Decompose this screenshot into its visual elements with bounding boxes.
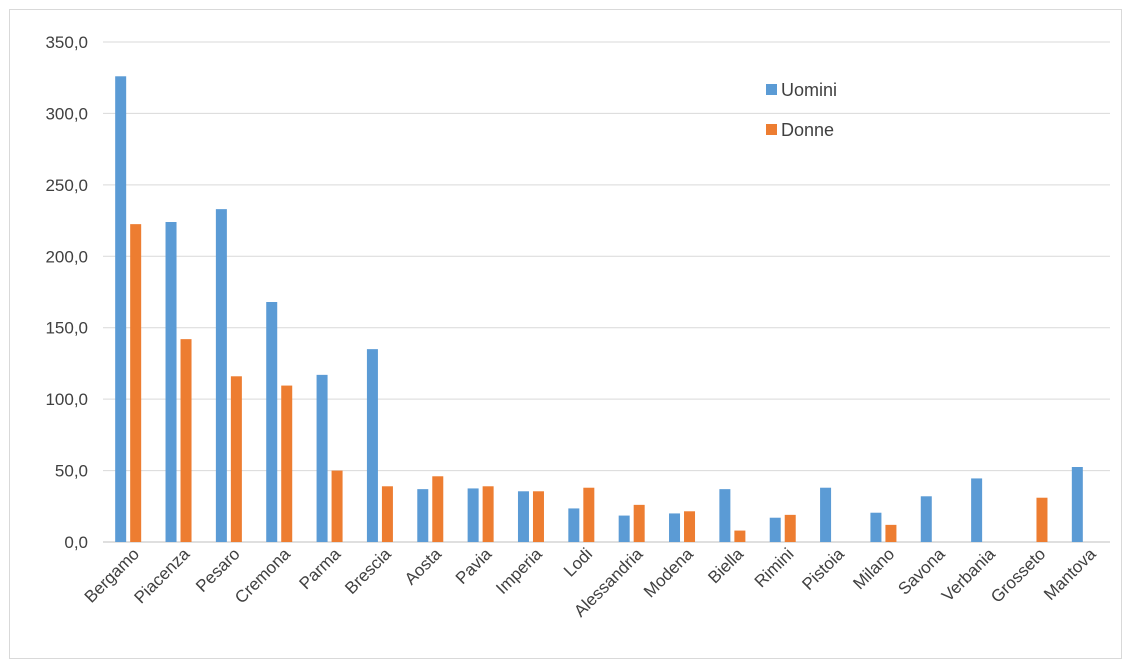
bar-uomini-lodi xyxy=(568,508,580,542)
y-tick-label: 150,0 xyxy=(45,319,88,338)
bar-donne-aosta xyxy=(432,476,444,542)
y-tick-label: 250,0 xyxy=(45,176,88,195)
bar-donne-biella xyxy=(734,530,746,542)
x-tick-label: Piacenza xyxy=(130,544,193,607)
x-tick-label: Cremona xyxy=(231,544,294,607)
bar-donne-modena xyxy=(684,511,696,542)
bar-donne-alessandria xyxy=(633,504,645,542)
bar-uomini-pesaro xyxy=(215,209,227,542)
bar-uomini-pavia xyxy=(467,488,479,542)
bar-donne-cremona xyxy=(281,385,293,542)
bar-uomini-imperia xyxy=(517,491,529,542)
bar-donne-grosseto xyxy=(1036,497,1048,542)
legend-label-donne: Donne xyxy=(781,120,834,140)
x-tick-label: Biella xyxy=(704,544,747,587)
y-tick-label: 350,0 xyxy=(45,33,88,52)
bar-uomini-savona xyxy=(920,496,932,542)
bar-uomini-parma xyxy=(316,374,328,542)
bar-uomini-cremona xyxy=(266,302,278,542)
x-tick-label: Mantova xyxy=(1040,544,1100,604)
y-tick-label: 0,0 xyxy=(64,533,88,552)
bar-donne-brescia xyxy=(381,486,393,542)
bars xyxy=(115,76,1083,543)
gridlines xyxy=(103,41,1110,543)
bar-uomini-pistoia xyxy=(820,487,832,542)
bar-uomini-bergamo xyxy=(115,76,127,543)
x-tick-label: Modena xyxy=(640,544,697,601)
x-tick-label: Brescia xyxy=(341,544,395,598)
bar-donne-rimini xyxy=(784,514,796,542)
x-tick-label: Milano xyxy=(849,544,898,593)
legend-label-uomini: Uomini xyxy=(781,80,837,100)
x-tick-label: Pistoia xyxy=(798,544,848,594)
x-tick-label: Grosseto xyxy=(987,544,1049,606)
x-tick-label: Rimini xyxy=(751,544,798,591)
bar-uomini-verbania xyxy=(971,478,983,542)
bar-donne-pesaro xyxy=(230,376,242,542)
y-axis-ticks: 0,0 50,0 100,0 150,0 200,0 250,0 300,0 350,0 xyxy=(45,33,88,552)
legend-swatch-uomini xyxy=(766,84,777,95)
bar-uomini-milano xyxy=(870,512,882,542)
y-tick-label: 50,0 xyxy=(55,462,88,481)
bar-donne-parma xyxy=(331,470,343,542)
bar-donne-piacenza xyxy=(180,339,192,542)
bar-uomini-biella xyxy=(719,489,731,542)
bar-uomini-rimini xyxy=(769,517,781,542)
y-tick-label: 100,0 xyxy=(45,390,88,409)
x-tick-label: Lodi xyxy=(560,544,596,580)
bar-uomini-aosta xyxy=(417,489,429,542)
bar-chart: 0,0 50,0 100,0 150,0 200,0 250,0 300,0 350,0 Be… xyxy=(45,33,1110,621)
bar-donne-lodi xyxy=(583,487,595,542)
bar-uomini-modena xyxy=(669,513,681,542)
bar-uomini-piacenza xyxy=(165,222,177,542)
bar-uomini-alessandria xyxy=(618,515,630,542)
x-tick-label: Parma xyxy=(296,544,345,593)
y-tick-label: 300,0 xyxy=(45,104,88,123)
bar-uomini-mantova xyxy=(1071,467,1083,542)
bar-donne-imperia xyxy=(532,491,544,542)
x-tick-label: Aosta xyxy=(401,544,446,589)
y-tick-label: 200,0 xyxy=(45,247,88,266)
bar-donne-bergamo xyxy=(130,224,142,542)
x-tick-label: Pavia xyxy=(452,544,496,588)
legend: Uomini Donne xyxy=(766,80,837,140)
bar-donne-pavia xyxy=(482,486,494,542)
chart-frame: 0,0 50,0 100,0 150,0 200,0 250,0 300,0 350,0 Be… xyxy=(9,9,1122,659)
legend-swatch-donne xyxy=(766,124,777,135)
bar-donne-milano xyxy=(885,524,897,542)
bar-uomini-brescia xyxy=(366,349,378,542)
x-tick-label: Imperia xyxy=(492,544,546,598)
